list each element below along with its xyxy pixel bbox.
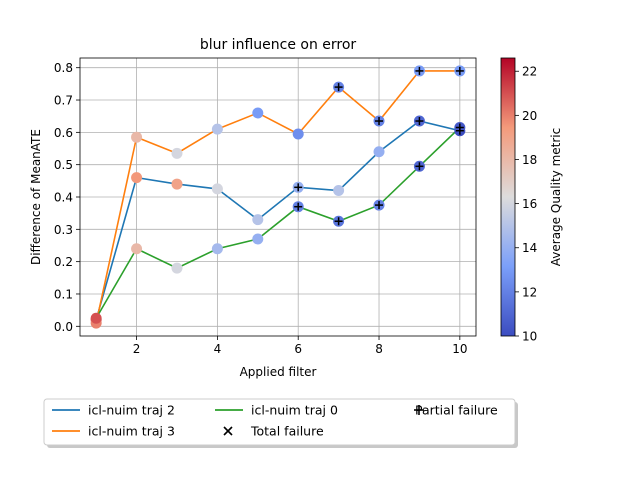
partial-failure-marker [334, 83, 343, 92]
y-tick-label: 0.3 [54, 223, 73, 237]
grid [80, 58, 476, 336]
legend-label-total-failure: Total failure [250, 424, 324, 439]
data-point [131, 172, 143, 184]
y-axis-ticks: 0.0 0.1 0.2 0.3 0.4 0.5 0.6 0.7 0.8 [54, 61, 80, 334]
colorbar-ticks: 10 12 14 16 18 20 22 [515, 65, 537, 344]
data-point [373, 146, 385, 158]
series-line-1 [95, 70, 460, 324]
data-point [131, 243, 143, 255]
y-tick-label: 0.0 [54, 320, 73, 334]
y-tick-label: 0.2 [54, 255, 73, 269]
legend-box [43, 398, 516, 446]
y-tick-label: 0.6 [54, 126, 73, 140]
colorbar-tick-label: 14 [522, 241, 537, 255]
series-lines [95, 70, 461, 324]
x-tick-label: 10 [452, 342, 467, 356]
series-line-0 [95, 120, 461, 321]
data-point [90, 312, 102, 324]
x-axis-ticks: 2 4 6 8 10 [133, 336, 467, 356]
partial-failure-marker [415, 66, 424, 75]
data-point [171, 262, 183, 274]
partial-failure-marker [294, 202, 303, 211]
y-tick-label: 0.7 [54, 94, 73, 108]
legend-total-failure-icon [223, 426, 233, 436]
data-point [292, 128, 304, 140]
data-point [171, 178, 183, 190]
colorbar-gradient [500, 57, 516, 337]
colorbar-tick-label: 22 [522, 65, 537, 79]
legend-label-traj0: icl-nuim traj 0 [251, 403, 338, 418]
partial-failure-marker [455, 123, 464, 132]
colorbar-tick-label: 16 [522, 197, 537, 211]
colorbar: 10 12 14 16 18 20 22 Average Quality metric [500, 57, 563, 344]
legend-label-traj2: icl-nuim traj 2 [88, 403, 175, 418]
y-tick-label: 0.5 [54, 158, 73, 172]
partial-failure-marker [415, 117, 424, 126]
y-tick-label: 0.8 [54, 61, 73, 75]
legend-partial-failure-icon [414, 405, 424, 415]
colorbar-label: Average Quality metric [549, 128, 563, 266]
data-point [171, 147, 183, 159]
partial-failure-marker [375, 117, 384, 126]
legend-label-partial-failure: Partial failure [415, 403, 498, 418]
chart-title: blur influence on error [200, 37, 357, 53]
failure-markers [294, 66, 464, 226]
y-tick-label: 0.1 [54, 287, 73, 301]
partial-failure-marker [334, 217, 343, 226]
partial-failure-marker [415, 162, 424, 171]
legend: icl-nuim traj 2 icl-nuim traj 3 icl-nuim… [43, 398, 518, 448]
data-point [211, 243, 223, 255]
partial-failure-marker [455, 66, 464, 75]
data-point [252, 214, 264, 226]
colorbar-tick-label: 10 [522, 330, 537, 344]
data-point [333, 185, 345, 197]
y-tick-label: 0.4 [54, 191, 73, 205]
series-line-2 [95, 126, 461, 319]
partial-failure-marker [294, 183, 303, 192]
x-axis-label: Applied filter [240, 365, 317, 379]
x-tick-label: 4 [214, 342, 222, 356]
data-point [211, 183, 223, 195]
data-point [211, 123, 223, 135]
partial-failure-marker [375, 201, 384, 210]
colorbar-tick-label: 18 [522, 153, 537, 167]
data-point [252, 233, 264, 245]
x-tick-label: 2 [133, 342, 141, 356]
legend-label-traj3: icl-nuim traj 3 [88, 424, 175, 439]
x-tick-label: 8 [375, 342, 383, 356]
data-point [252, 107, 264, 119]
colorbar-tick-label: 12 [522, 285, 537, 299]
x-tick-label: 6 [294, 342, 302, 356]
data-point [131, 131, 143, 143]
colorbar-tick-label: 20 [522, 109, 537, 123]
y-axis-label: Difference of MeanATE [29, 129, 43, 265]
